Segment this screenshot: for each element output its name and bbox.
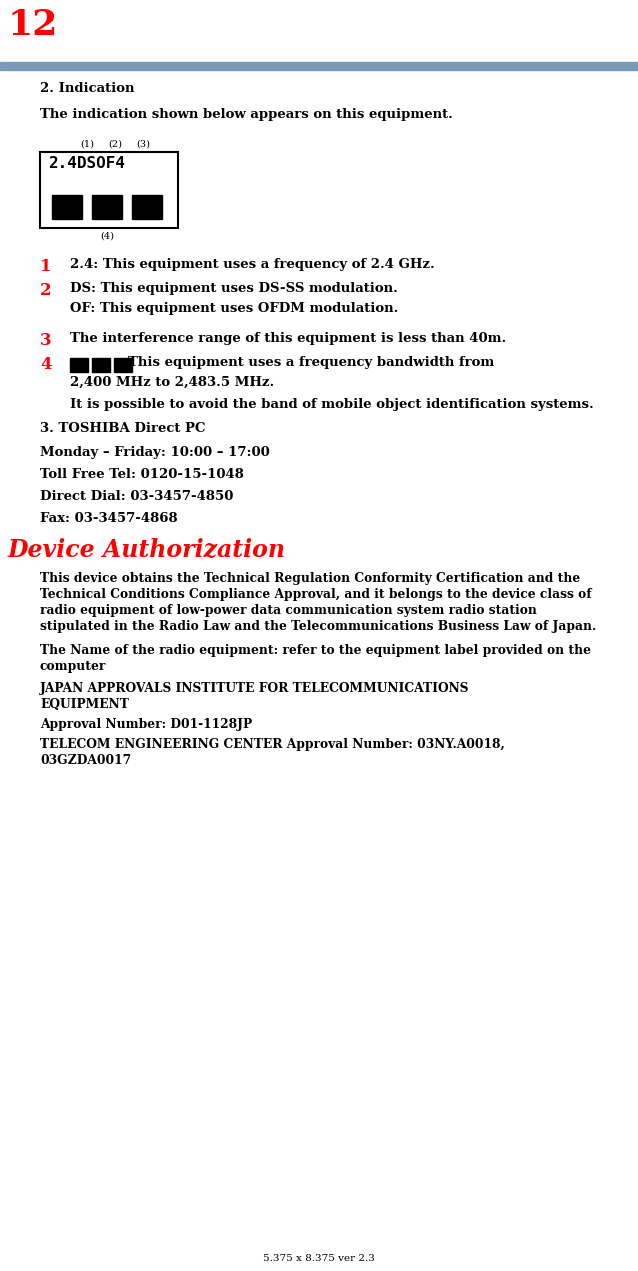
Bar [40, 153, 178, 228]
Text: computer: computer [40, 660, 107, 674]
Text: The indication shown below appears on this equipment.: The indication shown below appears on th… [40, 108, 453, 121]
Text: Approval Number: D01-1128JP: Approval Number: D01-1128JP [40, 718, 252, 731]
Bar [92, 194, 122, 219]
Bar [52, 194, 82, 219]
Text: 4: 4 [40, 356, 52, 372]
Text: (3): (3) [136, 140, 150, 149]
Text: 2,400 MHz to 2,483.5 MHz.: 2,400 MHz to 2,483.5 MHz. [70, 376, 274, 389]
Bar [132, 194, 162, 219]
Text: Fax: 03-3457-4868: Fax: 03-3457-4868 [40, 512, 177, 525]
Bar [114, 358, 132, 372]
Text: TELECOM ENGINEERING CENTER Approval Number: 03NY.A0018,: TELECOM ENGINEERING CENTER Approval Numb… [40, 738, 505, 751]
Text: The interference range of this equipment is less than 40m.: The interference range of this equipment… [70, 332, 506, 344]
Text: 2: 2 [40, 282, 52, 299]
Bar [92, 358, 110, 372]
Text: This device obtains the Technical Regulation Conformity Certification and the: This device obtains the Technical Regula… [40, 572, 580, 585]
Text: (4): (4) [100, 233, 114, 241]
Text: 1: 1 [40, 258, 52, 275]
Text: 2. Indication: 2. Indication [40, 83, 135, 95]
Text: radio equipment of low-power data communication system radio station: radio equipment of low-power data commun… [40, 604, 537, 616]
Text: 3: 3 [40, 332, 52, 350]
Text: 3. TOSHIBA Direct PC: 3. TOSHIBA Direct PC [40, 422, 205, 435]
Text: DS: This equipment uses DS-SS modulation.: DS: This equipment uses DS-SS modulation… [70, 282, 398, 295]
Text: EQUIPMENT: EQUIPMENT [40, 698, 129, 710]
Text: (1): (1) [80, 140, 94, 149]
Text: Technical Conditions Compliance Approval, and it belongs to the device class of: Technical Conditions Compliance Approval… [40, 588, 591, 601]
Text: 2.4: This equipment uses a frequency of 2.4 GHz.: 2.4: This equipment uses a frequency of … [70, 258, 434, 271]
Text: OF: This equipment uses OFDM modulation.: OF: This equipment uses OFDM modulation. [70, 302, 398, 315]
Text: stipulated in the Radio Law and the Telecommunications Business Law of Japan.: stipulated in the Radio Law and the Tele… [40, 620, 597, 633]
Bar [70, 358, 88, 372]
Text: JAPAN APPROVALS INSTITUTE FOR TELECOMMUNICATIONS: JAPAN APPROVALS INSTITUTE FOR TELECOMMUN… [40, 683, 470, 695]
Text: 12: 12 [8, 8, 58, 42]
Text: Device Authorization: Device Authorization [8, 538, 286, 562]
Bar [0, 62, 638, 70]
Text: Direct Dial: 03-3457-4850: Direct Dial: 03-3457-4850 [40, 491, 234, 503]
Text: 5.375 x 8.375 ver 2.3: 5.375 x 8.375 ver 2.3 [263, 1254, 375, 1263]
Text: The Name of the radio equipment: refer to the equipment label provided on the: The Name of the radio equipment: refer t… [40, 644, 591, 657]
Text: 2.4DSOF4: 2.4DSOF4 [48, 156, 125, 172]
Text: Monday – Friday: 10:00 – 17:00: Monday – Friday: 10:00 – 17:00 [40, 446, 270, 459]
Text: (2): (2) [108, 140, 122, 149]
Text: It is possible to avoid the band of mobile object identification systems.: It is possible to avoid the band of mobi… [70, 398, 594, 411]
Text: This equipment uses a frequency bandwidth from: This equipment uses a frequency bandwidt… [128, 356, 494, 369]
Text: Toll Free Tel: 0120-15-1048: Toll Free Tel: 0120-15-1048 [40, 468, 244, 480]
Text: 03GZDA0017: 03GZDA0017 [40, 754, 131, 766]
